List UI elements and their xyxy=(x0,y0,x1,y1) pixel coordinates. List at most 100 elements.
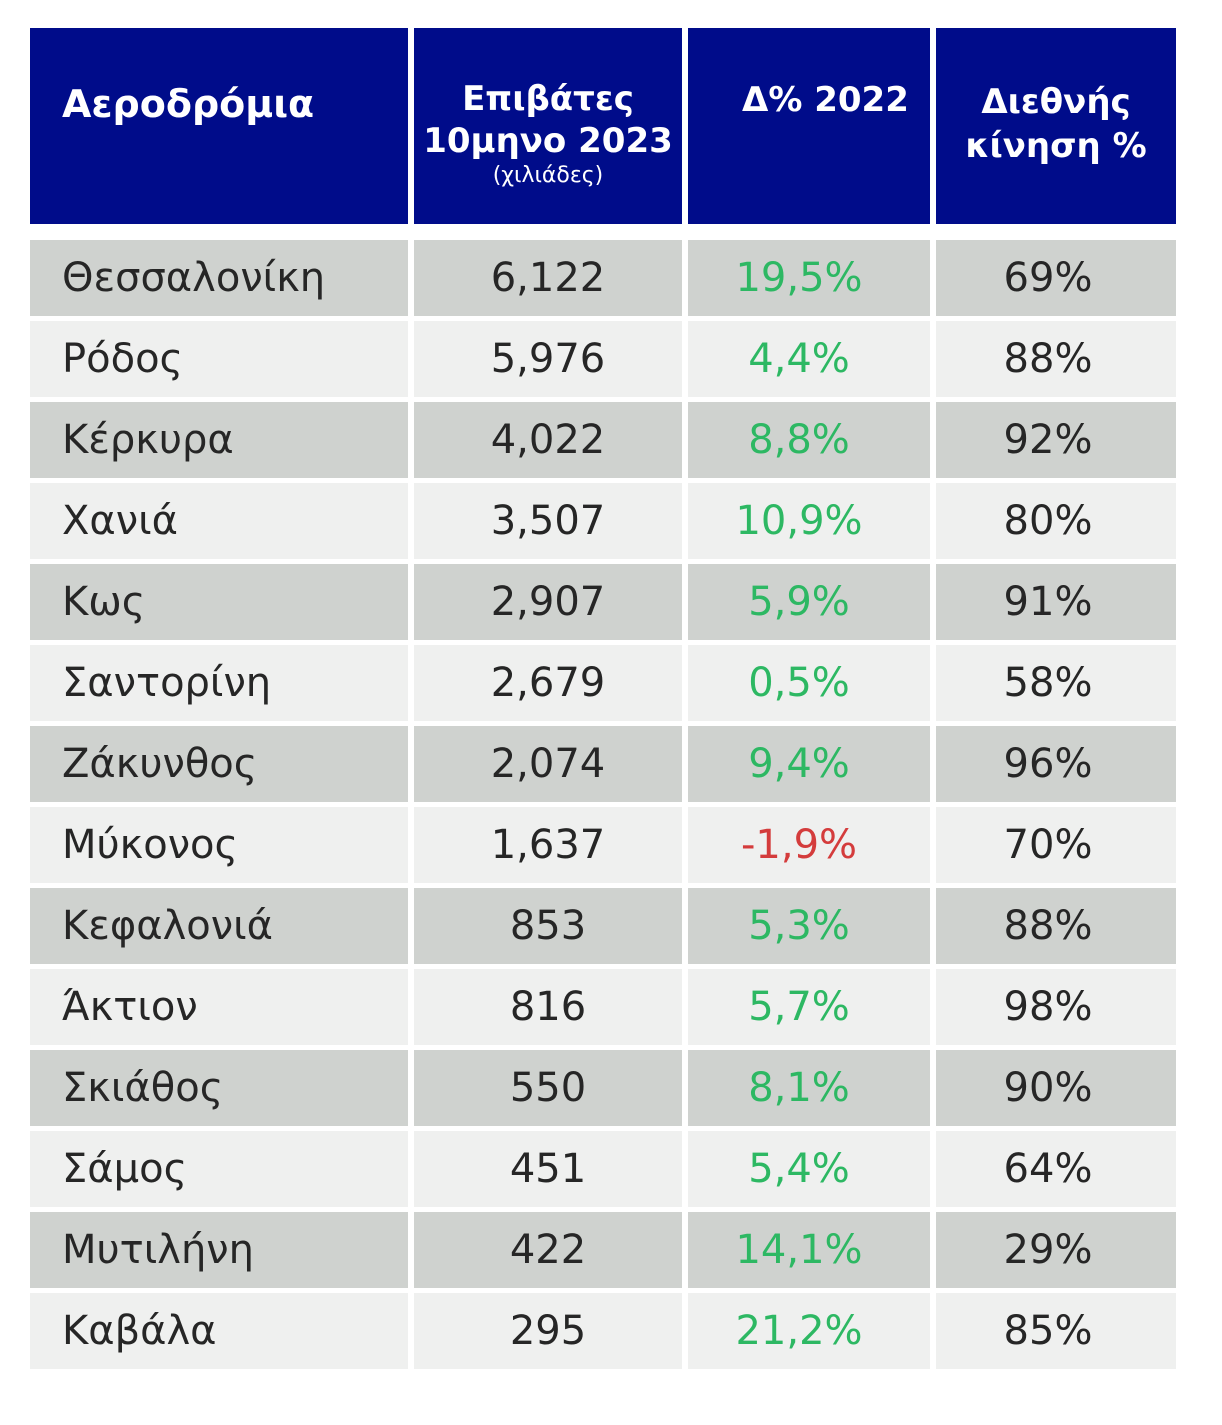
international-cell: 80% xyxy=(936,483,1176,559)
delta-cell: -1,9% xyxy=(688,807,930,883)
international-cell-value: 58% xyxy=(1003,660,1093,706)
passengers-cell: 295 xyxy=(414,1293,682,1369)
passengers-cell: 5,976 xyxy=(414,321,682,397)
table-row: Άκτιον 816 5,7% 98% xyxy=(30,969,1176,1045)
header-airports: Αεροδρόμια xyxy=(30,28,408,224)
header-international: Διεθνής κίνηση % xyxy=(936,28,1176,224)
passengers-cell: 1,637 xyxy=(414,807,682,883)
delta-cell-value: 5,7% xyxy=(748,984,850,1030)
table-row: Κέρκυρα 4,022 8,8% 92% xyxy=(30,402,1176,478)
table-row: Σάμος 451 5,4% 64% xyxy=(30,1131,1176,1207)
international-cell: 58% xyxy=(936,645,1176,721)
international-cell: 69% xyxy=(936,240,1176,316)
international-cell-value: 90% xyxy=(1003,1065,1093,1111)
airport-name-cell-value: Θεσσαλονίκη xyxy=(62,255,326,301)
table-header: Αεροδρόμια Επιβάτες 10μηνο 2023 (χιλιάδε… xyxy=(30,28,1176,224)
airport-name-cell-value: Μύκονος xyxy=(62,822,238,868)
header-passengers: Επιβάτες 10μηνο 2023 (χιλιάδες) xyxy=(414,28,682,224)
delta-cell: 4,4% xyxy=(688,321,930,397)
passengers-cell-value: 550 xyxy=(509,1065,587,1111)
passengers-cell-value: 5,976 xyxy=(490,336,606,382)
header-delta: Δ% 2022 xyxy=(688,28,930,224)
airport-name-cell: Μύκονος xyxy=(30,807,408,883)
airport-name-cell: Θεσσαλονίκη xyxy=(30,240,408,316)
delta-cell-value: 4,4% xyxy=(748,336,850,382)
table-body: Θεσσαλονίκη 6,122 19,5% 69% Ρόδος 5,976 4,4% 88… xyxy=(30,240,1176,1369)
airport-name-cell-value: Σαντορίνη xyxy=(62,660,272,706)
passengers-cell-value: 2,679 xyxy=(490,660,606,706)
passengers-cell-value: 853 xyxy=(509,903,587,949)
airport-name-cell-value: Άκτιον xyxy=(62,984,198,1030)
table-row: Κεφαλονιά 853 5,3% 88% xyxy=(30,888,1176,964)
airport-name-cell: Κεφαλονιά xyxy=(30,888,408,964)
table-row: Ρόδος 5,976 4,4% 88% xyxy=(30,321,1176,397)
passengers-cell: 3,507 xyxy=(414,483,682,559)
passengers-cell-value: 816 xyxy=(509,984,587,1030)
header-passengers-line1: Επιβάτες xyxy=(462,79,634,119)
airport-name-cell: Κως xyxy=(30,564,408,640)
delta-cell-value: 5,9% xyxy=(748,579,850,625)
table-row: Χανιά 3,507 10,9% 80% xyxy=(30,483,1176,559)
delta-cell-value: 8,1% xyxy=(748,1065,850,1111)
airport-name-cell-value: Μυτιλήνη xyxy=(62,1227,254,1273)
passengers-cell-value: 1,637 xyxy=(490,822,606,868)
international-cell-value: 88% xyxy=(1003,903,1093,949)
delta-cell-value: 21,2% xyxy=(735,1308,863,1354)
delta-cell-value: 19,5% xyxy=(735,255,863,301)
passengers-cell-value: 3,507 xyxy=(490,498,606,544)
passengers-cell: 6,122 xyxy=(414,240,682,316)
international-cell-value: 96% xyxy=(1003,741,1093,787)
delta-cell-value: 9,4% xyxy=(748,741,850,787)
delta-cell-value: -1,9% xyxy=(740,822,858,868)
airports-table: Αεροδρόμια Επιβάτες 10μηνο 2023 (χιλιάδε… xyxy=(30,28,1176,1374)
delta-cell-value: 10,9% xyxy=(735,498,863,544)
header-international-line2: κίνηση % xyxy=(965,126,1147,166)
international-cell-value: 92% xyxy=(1003,417,1093,463)
international-cell-value: 91% xyxy=(1003,579,1093,625)
passengers-cell-value: 2,907 xyxy=(490,579,606,625)
airport-name-cell: Ζάκυνθος xyxy=(30,726,408,802)
header-international-line1: Διεθνής xyxy=(981,82,1131,122)
passengers-cell-value: 422 xyxy=(509,1227,587,1273)
passengers-cell-value: 2,074 xyxy=(490,741,606,787)
delta-cell: 5,3% xyxy=(688,888,930,964)
passengers-cell: 451 xyxy=(414,1131,682,1207)
airport-name-cell: Άκτιον xyxy=(30,969,408,1045)
international-cell-value: 69% xyxy=(1003,255,1093,301)
passengers-cell: 2,074 xyxy=(414,726,682,802)
passengers-cell: 2,907 xyxy=(414,564,682,640)
delta-cell: 5,7% xyxy=(688,969,930,1045)
international-cell-value: 88% xyxy=(1003,336,1093,382)
passengers-cell-value: 6,122 xyxy=(490,255,606,301)
international-cell: 29% xyxy=(936,1212,1176,1288)
passengers-cell: 4,022 xyxy=(414,402,682,478)
international-cell: 92% xyxy=(936,402,1176,478)
delta-cell: 9,4% xyxy=(688,726,930,802)
delta-cell: 21,2% xyxy=(688,1293,930,1369)
airport-name-cell: Κέρκυρα xyxy=(30,402,408,478)
airport-name-cell: Χανιά xyxy=(30,483,408,559)
delta-cell: 14,1% xyxy=(688,1212,930,1288)
airport-name-cell: Σκιάθος xyxy=(30,1050,408,1126)
airport-name-cell-value: Χανιά xyxy=(62,498,179,544)
airport-name-cell-value: Σκιάθος xyxy=(62,1065,224,1111)
passengers-cell-value: 451 xyxy=(509,1146,587,1192)
airport-name-cell: Σαντορίνη xyxy=(30,645,408,721)
airport-name-cell-value: Ρόδος xyxy=(62,336,184,382)
delta-cell-value: 5,4% xyxy=(748,1146,850,1192)
international-cell: 90% xyxy=(936,1050,1176,1126)
international-cell: 98% xyxy=(936,969,1176,1045)
table-row: Θεσσαλονίκη 6,122 19,5% 69% xyxy=(30,240,1176,316)
international-cell: 70% xyxy=(936,807,1176,883)
table-row: Καβάλα 295 21,2% 85% xyxy=(30,1293,1176,1369)
international-cell: 91% xyxy=(936,564,1176,640)
international-cell: 88% xyxy=(936,888,1176,964)
international-cell: 85% xyxy=(936,1293,1176,1369)
international-cell-value: 85% xyxy=(1003,1308,1093,1354)
passengers-cell: 550 xyxy=(414,1050,682,1126)
table-row: Σκιάθος 550 8,1% 90% xyxy=(30,1050,1176,1126)
delta-cell-value: 14,1% xyxy=(735,1227,863,1273)
airport-name-cell-value: Καβάλα xyxy=(62,1308,217,1354)
airport-name-cell: Καβάλα xyxy=(30,1293,408,1369)
airport-name-cell-value: Κεφαλονιά xyxy=(62,903,273,949)
